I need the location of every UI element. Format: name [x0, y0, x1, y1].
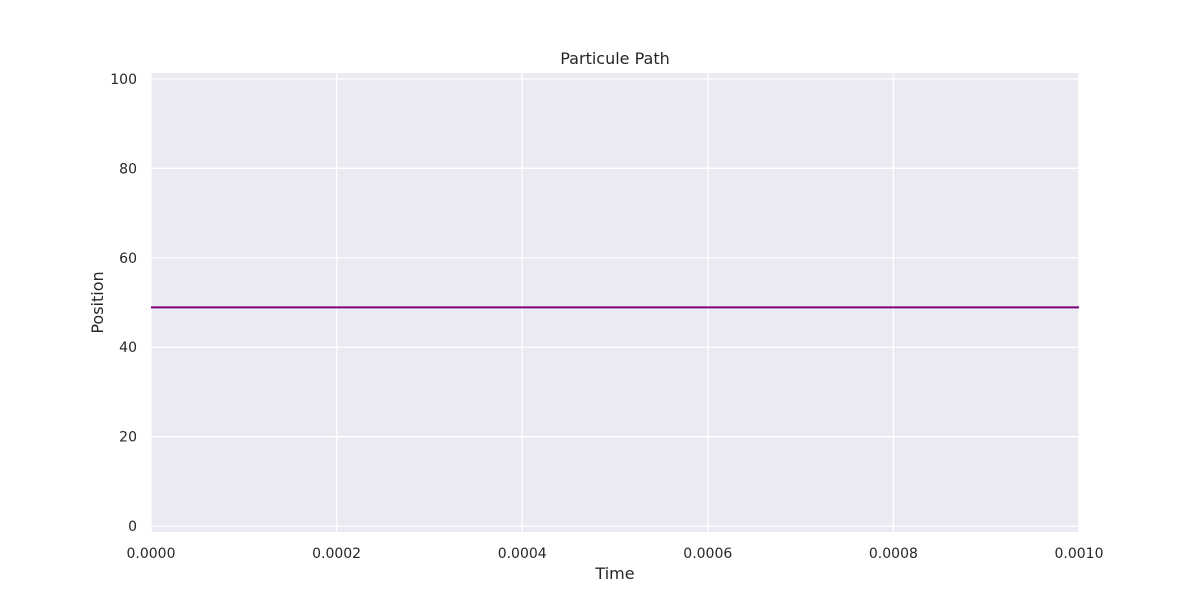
y-tick-labels: 0 20 40 60 80 100: [110, 72, 137, 535]
x-tick-label: 0.0000: [127, 546, 176, 562]
y-tick-label: 20: [119, 430, 137, 446]
y-tick-label: 40: [119, 340, 137, 356]
x-tick-label: 0.0004: [498, 546, 547, 562]
x-axis-label: Time: [594, 564, 634, 583]
x-tick-label: 0.0002: [312, 546, 361, 562]
grid-lines: [150, 73, 1080, 532]
x-tick-labels: 0.0000 0.0002 0.0004 0.0006 0.0008 0.0010: [127, 546, 1104, 562]
y-tick-label: 80: [119, 161, 137, 177]
x-tick-label: 0.0006: [683, 546, 732, 562]
y-axis-label: Position: [88, 271, 107, 333]
x-tick-label: 0.0010: [1055, 546, 1104, 562]
y-tick-label: 100: [110, 72, 137, 88]
plot-area: [151, 73, 1079, 532]
chart-title: Particule Path: [560, 49, 670, 68]
y-tick-label: 0: [128, 519, 137, 535]
x-tick-label: 0.0008: [869, 546, 918, 562]
y-tick-label: 60: [119, 251, 137, 267]
